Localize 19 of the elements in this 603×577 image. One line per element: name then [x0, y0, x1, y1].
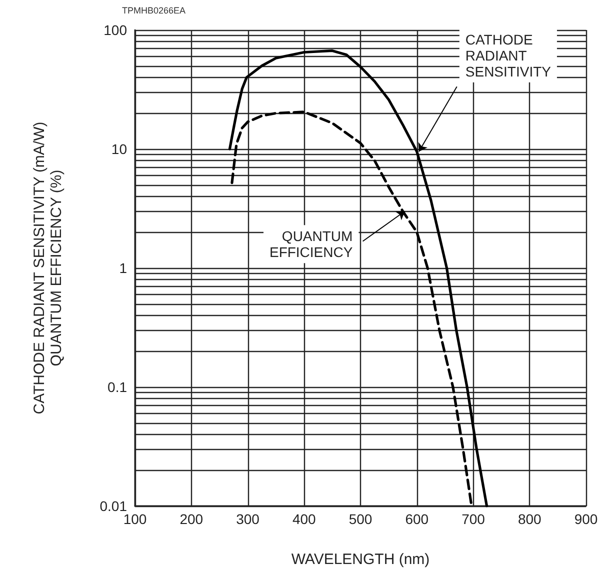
x-tick-label: 700 [462, 511, 486, 527]
x-tick-label: 100 [123, 511, 147, 527]
x-tick-label: 200 [180, 511, 204, 527]
y-tick-label: 1 [119, 260, 128, 276]
y-tick-label: 0.1 [108, 379, 128, 395]
y-tick-label: 10 [111, 141, 128, 157]
x-tick-label: 800 [518, 511, 542, 527]
x-tick-label: 600 [405, 511, 429, 527]
x-tick-label: 400 [292, 511, 316, 527]
y-tick-label: 100 [104, 22, 128, 38]
y-axis-title: CATHODE RADIANT SENSITIVITY (mA/W) QUANTUM EFFICIENCY (%) [31, 122, 65, 414]
annotation: QUANTUM EFFICIENCY [269, 228, 354, 260]
annotation: CATHODE RADIANT SENSITIVITY [465, 31, 552, 80]
x-tick-label: 300 [236, 511, 260, 527]
y-tick-label: 0.01 [100, 498, 128, 514]
x-tick-label: 900 [574, 511, 598, 527]
x-axis-title: WAVELENGTH (nm) [291, 551, 430, 568]
x-tick-label: 500 [348, 511, 372, 527]
text: TPMHB0266EA [122, 6, 186, 16]
